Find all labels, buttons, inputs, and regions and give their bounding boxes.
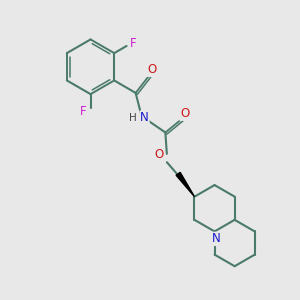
Text: N: N xyxy=(140,111,149,124)
Text: F: F xyxy=(80,105,86,118)
Text: H: H xyxy=(129,112,137,123)
Text: N: N xyxy=(212,232,220,245)
Polygon shape xyxy=(176,172,194,197)
Text: O: O xyxy=(154,148,163,161)
Text: O: O xyxy=(147,63,157,76)
Text: F: F xyxy=(130,37,136,50)
Text: O: O xyxy=(180,107,189,120)
